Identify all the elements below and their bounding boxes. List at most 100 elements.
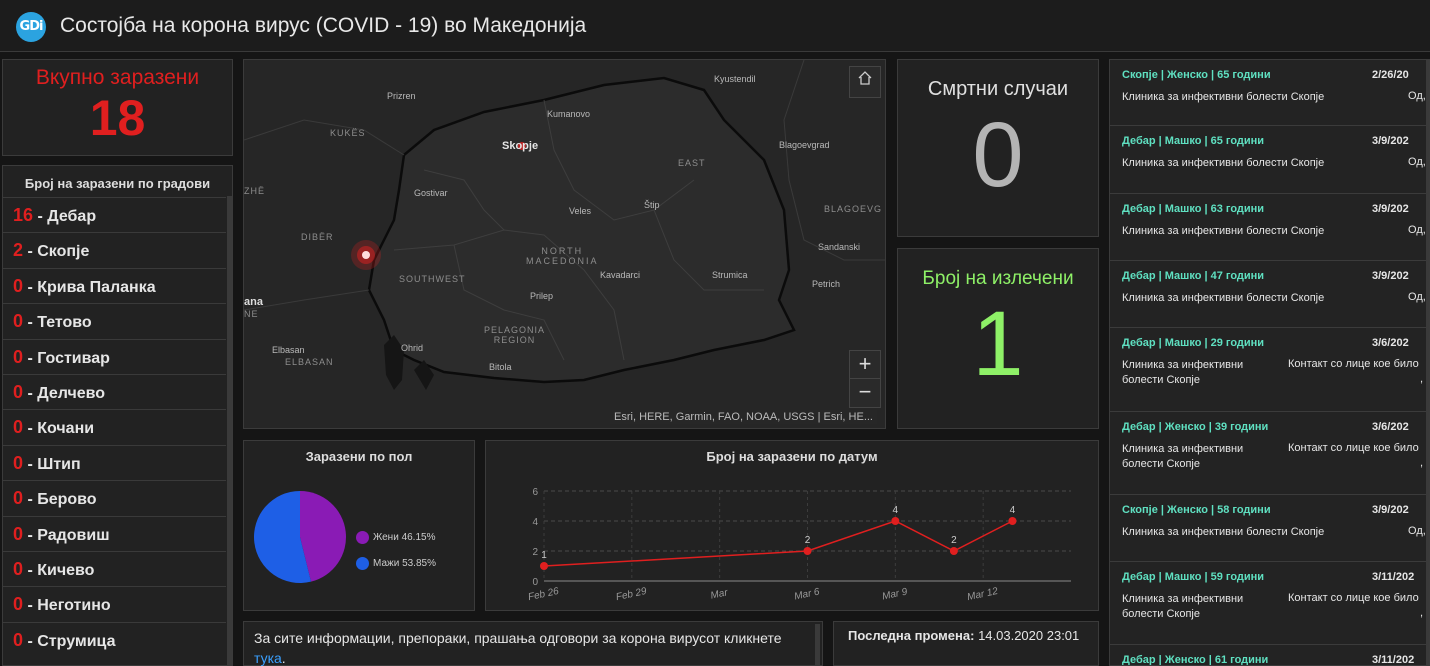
city-separator: - <box>23 526 38 544</box>
case-source: Од, <box>1408 525 1426 537</box>
city-name: Струмица <box>37 632 116 650</box>
map-label-elbasan: Elbasan <box>272 345 305 355</box>
city-separator: - <box>23 420 38 438</box>
city-row[interactable]: 0 - Крива Паланка <box>3 267 226 303</box>
case-card[interactable]: Дебар | Машко | 59 години 3/11/202 Клиника… <box>1110 562 1428 645</box>
case-card[interactable]: Дебар | Женско | 61 години 3/11/202 <box>1110 645 1428 665</box>
home-icon-glyph <box>858 71 872 85</box>
map-attribution[interactable]: Esri, HERE, Garmin, FAO, NOAA, USGS | Es… <box>610 410 877 424</box>
country-border <box>367 76 796 384</box>
city-count: 0 <box>13 488 24 509</box>
deaths-panel: Смртни случаи 0 <box>897 59 1099 237</box>
cities-scrollbar[interactable] <box>227 196 232 665</box>
data-label: 4 <box>1010 505 1016 516</box>
case-facility: Клиника за инфективни <box>1122 359 1244 371</box>
case-facility: Клиника за инфективни болести Скопје <box>1122 91 1325 103</box>
city-row[interactable]: 0 - Гостивар <box>3 338 226 374</box>
city-row[interactable]: 2 - Скопје <box>3 232 226 267</box>
city-count: 0 <box>13 452 24 473</box>
data-point[interactable] <box>540 562 548 570</box>
legend-women[interactable]: Жени 46.15% <box>356 531 435 544</box>
y-tick-label: 6 <box>532 487 538 498</box>
deaths-value: 0 <box>972 104 1024 206</box>
data-point[interactable] <box>891 517 900 525</box>
last-updated-label: Последна промена: <box>848 628 975 643</box>
marker-skopje <box>518 142 526 150</box>
gender-pie-panel: Заразени по пол Жени 46.15% Мажи 53.85% <box>243 440 475 611</box>
map-label-elbasan-region: ELBASAN <box>285 357 334 367</box>
map-label-zhe: ZHË <box>244 186 265 196</box>
map-label-pelagonia: PELAGONIA REGION <box>484 325 546 345</box>
app-title: Состојба на корона вирус (COVID - 19) во… <box>60 14 587 37</box>
zoom-in-button[interactable]: + <box>850 351 880 379</box>
city-row[interactable]: 0 - Радовиш <box>3 515 226 551</box>
region-border <box>653 209 764 291</box>
map-label-kavadarci: Kavadarci <box>600 270 641 280</box>
map-canvas <box>244 60 885 428</box>
case-card[interactable]: Дебар | Машко | 65 години 3/9/202 Клиника … <box>1110 126 1428 194</box>
city-row[interactable]: 0 - Берово <box>3 480 226 515</box>
case-card[interactable]: Дебар | Женско | 39 години 3/6/202 Клиника… <box>1110 412 1428 495</box>
case-source: Од, <box>1408 90 1426 102</box>
legend-men[interactable]: Мажи 53.85% <box>356 557 436 570</box>
city-count: 0 <box>13 629 24 650</box>
home-icon[interactable] <box>849 66 881 98</box>
map-label-north-macedonia: NORTH MACEDONIA <box>526 246 599 266</box>
map-label-strumica: Strumica <box>712 270 748 280</box>
case-header: Дебар | Машко | 47 години <box>1122 270 1265 282</box>
info-scrollbar[interactable] <box>815 624 820 665</box>
series-line <box>543 520 1013 567</box>
y-tick-label: 2 <box>532 547 538 558</box>
city-row[interactable]: 16 - Дебар <box>3 197 226 232</box>
city-row[interactable]: 0 - Штип <box>3 444 226 480</box>
zoom-out-button[interactable]: − <box>858 379 872 404</box>
city-row[interactable]: 0 - Кичево <box>3 550 226 586</box>
cities-list-panel: Број на заразени по градови 16 - Дебар 2 … <box>2 165 233 666</box>
pie-slice-men[interactable] <box>254 491 312 583</box>
cities-list-title: Број на заразени по градови <box>24 176 211 191</box>
case-header: Скопје | Женско | 58 години <box>1122 504 1271 516</box>
case-facility: Клиника за инфективни болести Скопје <box>1122 526 1325 538</box>
case-card[interactable]: Скопје | Женско | 58 години 3/9/202 Клиник… <box>1110 495 1428 562</box>
map-label-southwest: SOUTHWEST <box>399 274 466 284</box>
info-link[interactable]: тука <box>254 650 282 666</box>
data-label: 4 <box>893 505 899 516</box>
map-label-east: EAST <box>678 158 706 168</box>
cities-list: 16 - Дебар 2 - Скопје 0 - Крива Паланка 0 -… <box>3 197 232 657</box>
case-source: Од, <box>1408 224 1426 236</box>
neighbor-border <box>244 119 405 156</box>
city-row[interactable]: 0 - Тетово <box>3 303 226 338</box>
city-separator: - <box>23 243 38 261</box>
pie-slice-women[interactable] <box>300 491 347 582</box>
marker-debar <box>362 251 370 259</box>
case-card[interactable]: Дебар | Машко | 47 години 3/9/202 Клиника … <box>1110 261 1428 328</box>
cases-feed-scrollbar[interactable] <box>1426 60 1429 665</box>
city-count: 0 <box>13 417 24 438</box>
city-row[interactable]: 0 - Кочани <box>3 409 226 444</box>
case-card[interactable]: Дебар | Машко | 29 години 3/6/202 Клиника … <box>1110 328 1428 412</box>
city-row[interactable]: 0 - Делчево <box>3 373 226 409</box>
data-point[interactable] <box>1008 517 1017 525</box>
case-card[interactable]: Дебар | Машко | 63 години 3/9/202 Клиника … <box>1110 194 1428 261</box>
data-point[interactable] <box>949 547 958 555</box>
case-card[interactable]: Скопје | Женско | 65 години 2/26/20 Клиник… <box>1110 60 1428 126</box>
data-point[interactable] <box>803 547 812 555</box>
city-row[interactable]: 0 - Струмица <box>3 621 226 657</box>
y-tick-label: 0 <box>532 577 538 588</box>
legend-men-label: Мажи <box>373 558 400 570</box>
map-label-prizren: Prizren <box>387 91 416 101</box>
city-separator: - <box>23 561 38 579</box>
x-tick-label: Feb 26 <box>527 586 560 603</box>
map-view[interactable]: Prizren KUKËS Kumanovo Skopje Kyustendil… <box>243 59 886 429</box>
map-label-gostivar: Gostivar <box>414 188 448 198</box>
recovered-panel: Број на излечени 1 <box>897 248 1099 429</box>
city-row[interactable]: 0 - Неготино <box>3 586 226 621</box>
pie-chart <box>254 491 347 583</box>
case-date: 3/11/202 <box>1372 571 1415 583</box>
case-date: 3/6/202 <box>1372 337 1409 349</box>
last-updated-value: 14.03.2020 23:01 <box>978 628 1080 643</box>
total-infected-label: Вкупно заразени <box>35 66 200 89</box>
lake <box>384 335 404 390</box>
header-bar: GDi Состојба на корона вирус (COVID - 19… <box>0 0 1430 52</box>
